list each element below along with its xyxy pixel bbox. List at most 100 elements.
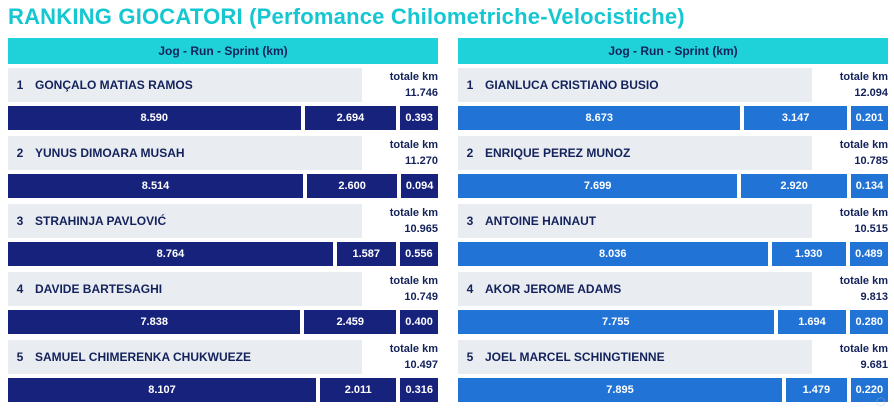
- player-name-row: 4 DAVIDE BARTESAGHI totale km 10.749: [8, 272, 438, 306]
- jog-segment: 7.895: [458, 378, 782, 402]
- run-segment: 1.479: [785, 378, 847, 402]
- player-name-row: 3 STRAHINJA PAVLOVIĆ totale km 10.965: [8, 204, 438, 238]
- player-name: ANTOINE HAINAUT: [482, 204, 812, 238]
- player-name: JOEL MARCEL SCHINGTIENNE: [482, 340, 812, 374]
- player-name-row: 4 AKOR JEROME ADAMS totale km 9.813: [458, 272, 888, 306]
- total-label: totale km: [839, 343, 888, 355]
- sprint-segment: 0.201: [850, 106, 888, 130]
- distance-bar: 8.107 2.011 0.316: [8, 378, 438, 402]
- player-rank: 5: [8, 340, 32, 374]
- total-value: 9.681: [860, 359, 888, 371]
- player-rank: 5: [458, 340, 482, 374]
- run-segment: 2.011: [320, 378, 397, 402]
- player-name: ENRIQUE PEREZ MUNOZ: [482, 136, 812, 170]
- total-value: 10.965: [404, 223, 438, 235]
- total-label: totale km: [389, 343, 438, 355]
- sprint-segment: 0.393: [400, 106, 438, 130]
- player-total: totale km 9.681: [812, 340, 888, 374]
- total-label: totale km: [839, 207, 888, 219]
- run-segment: 2.600: [307, 174, 398, 198]
- total-value: 10.785: [854, 155, 888, 167]
- sprint-segment: 0.134: [851, 174, 888, 198]
- player-rank: 2: [458, 136, 482, 170]
- jog-segment: 8.514: [8, 174, 304, 198]
- jog-segment: 7.755: [458, 310, 774, 334]
- total-label: totale km: [389, 275, 438, 287]
- watermark-logo-icon: ◌: [875, 391, 886, 411]
- total-value: 10.515: [854, 223, 888, 235]
- total-label: totale km: [389, 207, 438, 219]
- player-name: STRAHINJA PAVLOVIĆ: [32, 204, 362, 238]
- distance-bar: 8.590 2.694 0.393: [8, 106, 438, 130]
- total-label: totale km: [839, 139, 888, 151]
- player-entry: 3 ANTOINE HAINAUT totale km 10.515 8.036…: [458, 204, 888, 270]
- player-rank: 1: [8, 68, 32, 102]
- total-label: totale km: [839, 275, 888, 287]
- player-name: AKOR JEROME ADAMS: [482, 272, 812, 306]
- distance-bar: 7.895 1.479 0.220: [458, 378, 888, 402]
- run-segment: 2.920: [741, 174, 848, 198]
- player-total: totale km 12.094: [812, 68, 888, 102]
- sprint-segment: 0.400: [400, 310, 438, 334]
- player-name-row: 1 GIANLUCA CRISTIANO BUSIO totale km 12.…: [458, 68, 888, 102]
- jog-segment: 8.036: [458, 242, 768, 266]
- player-rank: 4: [8, 272, 32, 306]
- player-total: totale km 10.749: [362, 272, 438, 306]
- player-name: GONÇALO MATIAS RAMOS: [32, 68, 362, 102]
- jog-segment: 7.838: [8, 310, 301, 334]
- player-name: YUNUS DIMOARA MUSAH: [32, 136, 362, 170]
- run-segment: 1.930: [771, 242, 846, 266]
- jog-segment: 8.673: [458, 106, 741, 130]
- total-label: totale km: [389, 71, 438, 83]
- distance-bar: 8.036 1.930 0.489: [458, 242, 888, 266]
- total-value: 12.094: [854, 87, 888, 99]
- total-label: totale km: [389, 139, 438, 151]
- panel-header: Jog - Run - Sprint (km): [458, 38, 888, 64]
- distance-bar: 8.673 3.147 0.201: [458, 106, 888, 130]
- sprint-segment: 0.220: [850, 378, 888, 402]
- player-name-row: 5 JOEL MARCEL SCHINGTIENNE totale km 9.6…: [458, 340, 888, 374]
- player-entry: 1 GONÇALO MATIAS RAMOS totale km 11.746 …: [8, 68, 438, 134]
- run-segment: 2.694: [304, 106, 397, 130]
- player-rank: 4: [458, 272, 482, 306]
- player-entry: 3 STRAHINJA PAVLOVIĆ totale km 10.965 8.…: [8, 204, 438, 270]
- jog-segment: 8.764: [8, 242, 333, 266]
- run-segment: 1.587: [336, 242, 396, 266]
- player-total: totale km 9.813: [812, 272, 888, 306]
- player-total: totale km 10.515: [812, 204, 888, 238]
- total-value: 11.746: [404, 87, 438, 99]
- player-total: totale km 10.785: [812, 136, 888, 170]
- player-name-row: 2 ENRIQUE PEREZ MUNOZ totale km 10.785: [458, 136, 888, 170]
- player-name-row: 3 ANTOINE HAINAUT totale km 10.515: [458, 204, 888, 238]
- player-name: DAVIDE BARTESAGHI: [32, 272, 362, 306]
- player-rank: 1: [458, 68, 482, 102]
- player-rank: 2: [8, 136, 32, 170]
- player-entry: 4 AKOR JEROME ADAMS totale km 9.813 7.75…: [458, 272, 888, 338]
- total-value: 10.497: [404, 359, 438, 371]
- page-title: RANKING GIOCATORI (Perfomance Chilometri…: [8, 4, 685, 29]
- player-name-row: 5 SAMUEL CHIMERENKA CHUKWUEZE totale km …: [8, 340, 438, 374]
- sprint-segment: 0.489: [849, 242, 888, 266]
- distance-bar: 7.699 2.920 0.134: [458, 174, 888, 198]
- total-value: 9.813: [860, 291, 888, 303]
- player-entry: 2 YUNUS DIMOARA MUSAH totale km 11.270 8…: [8, 136, 438, 202]
- run-segment: 2.459: [304, 310, 397, 334]
- player-total: totale km 11.746: [362, 68, 438, 102]
- jog-segment: 8.107: [8, 378, 317, 402]
- player-name: GIANLUCA CRISTIANO BUSIO: [482, 68, 812, 102]
- distance-bar: 8.514 2.600 0.094: [8, 174, 438, 198]
- sprint-segment: 0.280: [850, 310, 888, 334]
- ranking-panel-left: Jog - Run - Sprint (km) 1 GONÇALO MATIAS…: [8, 38, 438, 402]
- sprint-segment: 0.094: [401, 174, 438, 198]
- total-value: 10.749: [404, 291, 438, 303]
- jog-segment: 7.699: [458, 174, 738, 198]
- player-total: totale km 11.270: [362, 136, 438, 170]
- total-value: 11.270: [404, 155, 438, 167]
- run-segment: 3.147: [744, 106, 847, 130]
- player-entry: 4 DAVIDE BARTESAGHI totale km 10.749 7.8…: [8, 272, 438, 338]
- player-entry: 5 JOEL MARCEL SCHINGTIENNE totale km 9.6…: [458, 340, 888, 406]
- player-name-row: 2 YUNUS DIMOARA MUSAH totale km 11.270: [8, 136, 438, 170]
- sprint-segment: 0.316: [400, 378, 438, 402]
- jog-segment: 8.590: [8, 106, 301, 130]
- distance-bar: 8.764 1.587 0.556: [8, 242, 438, 266]
